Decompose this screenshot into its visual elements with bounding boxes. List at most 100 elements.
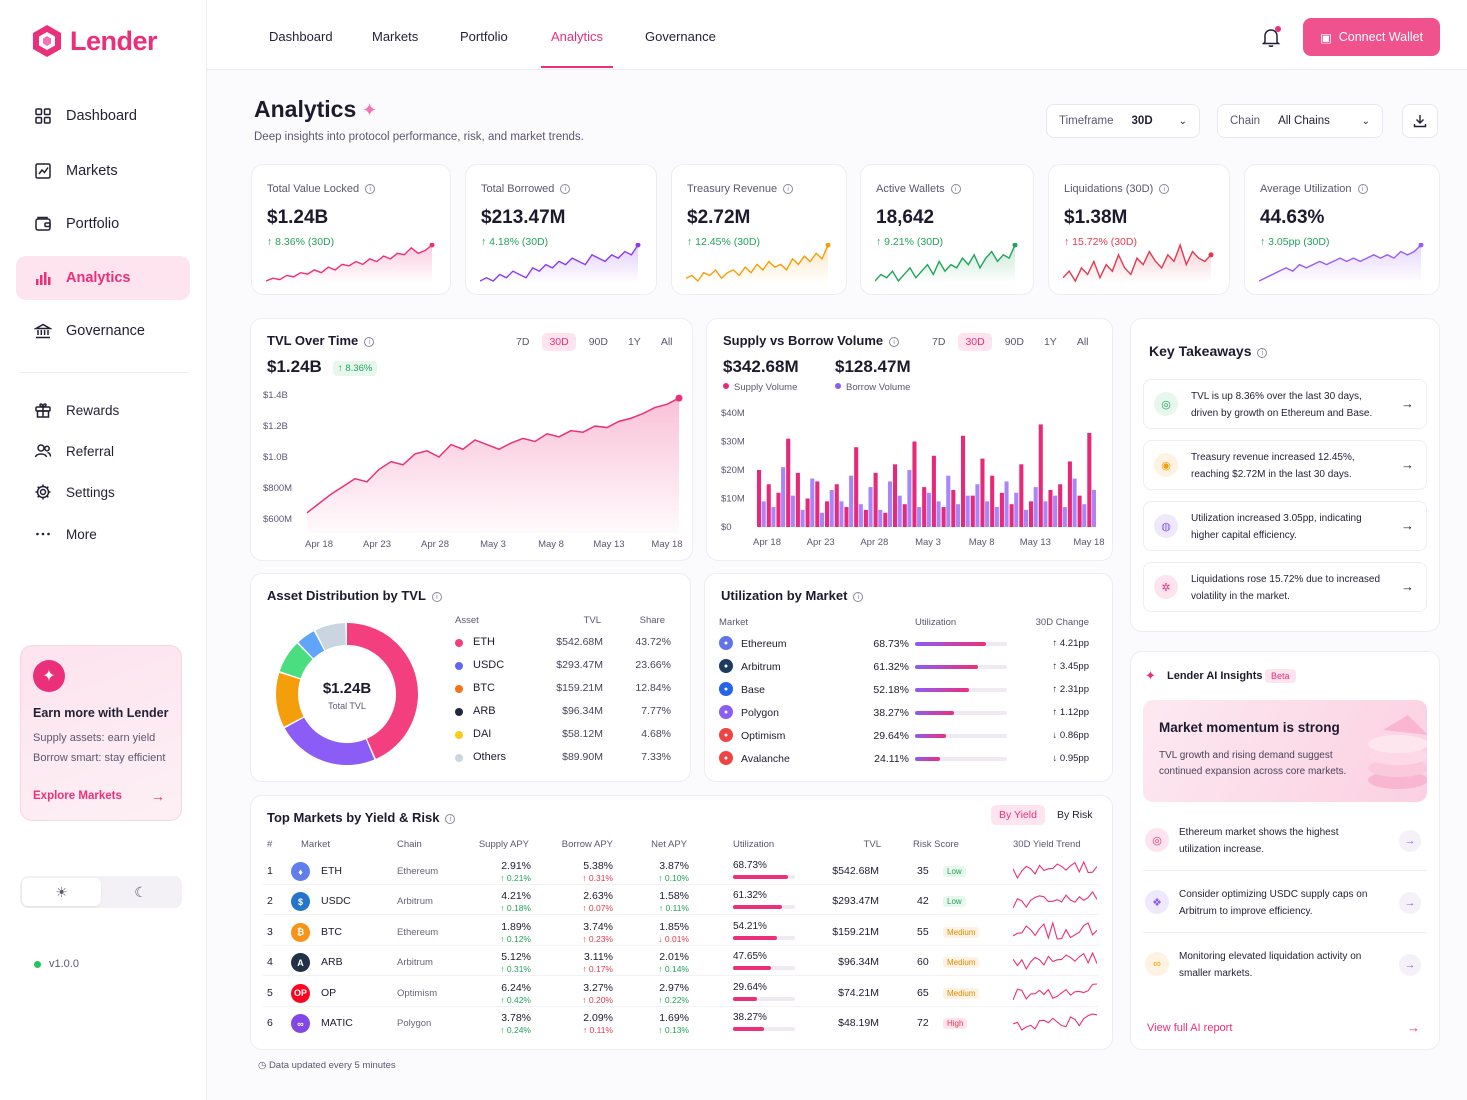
- supply-bar[interactable]: [893, 464, 898, 527]
- borrow-bar[interactable]: [761, 501, 766, 527]
- moon-icon[interactable]: ☾: [134, 883, 147, 900]
- kpi-card[interactable]: Total Value Locked i $1.24B ↑ 8.36% (30D): [251, 164, 451, 295]
- supply-bar[interactable]: [786, 438, 791, 527]
- takeaway-item[interactable]: ◎ TVL is up 8.36% over the last 30 days,…: [1143, 379, 1427, 429]
- arrow-right-icon[interactable]: →: [1401, 396, 1414, 411]
- sidebar-item-analytics[interactable]: Analytics: [16, 256, 190, 300]
- bell-icon[interactable]: [1260, 26, 1282, 48]
- kpi-card[interactable]: Liquidations (30D) i $1.38M ↑ 15.72% (30D…: [1048, 164, 1230, 295]
- col-header[interactable]: Utilization: [733, 839, 775, 850]
- borrow-bar[interactable]: [897, 495, 902, 527]
- arrow-right-icon[interactable]: →: [1399, 830, 1421, 852]
- supply-bar[interactable]: [970, 495, 975, 527]
- tvl-endpoint[interactable]: [675, 394, 683, 402]
- arrow-right-icon[interactable]: →: [1401, 457, 1414, 472]
- sidebar-item-markets[interactable]: Markets: [16, 149, 190, 193]
- info-icon[interactable]: i: [950, 184, 961, 194]
- supply-bar[interactable]: [931, 455, 936, 527]
- info-icon[interactable]: i: [431, 592, 442, 602]
- borrow-bar[interactable]: [858, 504, 863, 527]
- info-icon[interactable]: i: [1159, 184, 1170, 194]
- info-icon[interactable]: i: [445, 814, 456, 824]
- borrow-bar[interactable]: [1014, 492, 1019, 527]
- sidebar-item-referral[interactable]: Referral: [16, 433, 190, 469]
- supply-bar[interactable]: [1048, 489, 1053, 527]
- borrow-bar[interactable]: [790, 495, 795, 527]
- kpi-card[interactable]: Active Wallets i 18,642 ↑ 9.21% (30D): [860, 164, 1034, 295]
- sort-by-risk[interactable]: By Risk: [1056, 809, 1093, 821]
- col-header[interactable]: Net APY: [651, 839, 687, 850]
- supply-bar[interactable]: [1067, 461, 1072, 527]
- range-7d[interactable]: 7D: [516, 336, 530, 348]
- borrow-bar[interactable]: [800, 509, 805, 527]
- col-header[interactable]: Market: [301, 839, 331, 850]
- supply-bar[interactable]: [1058, 484, 1063, 527]
- borrow-bar[interactable]: [936, 501, 941, 527]
- kpi-card[interactable]: Average Utilization i 44.63% ↑ 3.05pp (30…: [1244, 164, 1440, 295]
- donut-slice[interactable]: [298, 631, 325, 659]
- supply-bar[interactable]: [805, 498, 810, 528]
- supply-bar[interactable]: [863, 509, 868, 527]
- supply-bar[interactable]: [999, 492, 1004, 527]
- arrow-right-icon[interactable]: →: [151, 788, 165, 804]
- supply-bar[interactable]: [776, 492, 781, 527]
- col-header[interactable]: Borrow APY: [561, 839, 613, 850]
- borrow-bar[interactable]: [1082, 504, 1087, 527]
- info-icon[interactable]: i: [365, 184, 376, 194]
- takeaway-item[interactable]: ◍ Utilization increased 3.05pp, indicati…: [1143, 501, 1427, 551]
- range-1y[interactable]: 1Y: [627, 336, 641, 348]
- arrow-right-icon[interactable]: →: [1407, 1020, 1420, 1035]
- arrow-right-icon[interactable]: →: [1401, 579, 1414, 594]
- borrow-bar[interactable]: [887, 481, 893, 527]
- sidebar-item-portfolio[interactable]: Portfolio: [16, 202, 190, 246]
- range-90d[interactable]: 90D: [588, 336, 608, 348]
- donut-slice[interactable]: [284, 717, 375, 765]
- borrow-bar[interactable]: [1004, 481, 1009, 527]
- supply-bar[interactable]: [922, 487, 927, 527]
- supply-bar[interactable]: [961, 435, 966, 527]
- borrow-bar[interactable]: [868, 487, 873, 527]
- borrow-bar[interactable]: [994, 507, 999, 527]
- sort-by-yield[interactable]: By Yield: [991, 805, 1045, 825]
- kpi-card[interactable]: Total Borrowed i $213.47M ↑ 4.18% (30D): [465, 164, 657, 295]
- tab-dashboard[interactable]: Dashboard: [269, 29, 333, 44]
- borrow-bar[interactable]: [1091, 489, 1097, 527]
- borrow-bar[interactable]: [1072, 478, 1077, 527]
- sidebar-item-settings[interactable]: Settings: [16, 474, 190, 510]
- tab-markets[interactable]: Markets: [372, 29, 419, 44]
- supply-bar[interactable]: [1077, 495, 1082, 527]
- range-all[interactable]: All: [1076, 336, 1089, 348]
- range-all[interactable]: All: [660, 336, 673, 348]
- supply-bar[interactable]: [941, 507, 946, 527]
- col-header[interactable]: #: [267, 839, 273, 850]
- supply-bar[interactable]: [1019, 464, 1024, 527]
- borrow-bar[interactable]: [985, 501, 990, 527]
- sidebar-item-rewards[interactable]: Rewards: [16, 392, 190, 428]
- borrow-bar[interactable]: [1043, 501, 1048, 527]
- supply-bar[interactable]: [854, 447, 859, 527]
- borrow-bar[interactable]: [819, 512, 825, 527]
- borrow-bar[interactable]: [781, 467, 786, 527]
- supply-bar[interactable]: [1038, 424, 1043, 527]
- borrow-bar[interactable]: [907, 470, 912, 527]
- borrow-bar[interactable]: [849, 475, 854, 527]
- supply-bar[interactable]: [902, 504, 907, 527]
- borrow-bar[interactable]: [1033, 487, 1038, 527]
- arrow-right-icon[interactable]: →: [1399, 954, 1421, 976]
- borrow-bar[interactable]: [926, 492, 931, 527]
- supply-bar[interactable]: [1029, 501, 1034, 527]
- borrow-bar[interactable]: [878, 509, 883, 527]
- borrow-bar[interactable]: [1053, 495, 1058, 527]
- supply-bar[interactable]: [815, 481, 820, 527]
- explore-markets-link[interactable]: Explore Markets: [33, 790, 122, 802]
- donut-slice[interactable]: [276, 672, 304, 727]
- supply-bar[interactable]: [795, 472, 800, 527]
- timeframe-select[interactable]: Timeframe 30D ⌄: [1046, 104, 1200, 138]
- borrow-bar[interactable]: [839, 501, 844, 527]
- col-header[interactable]: Risk Score: [913, 839, 959, 850]
- borrow-bar[interactable]: [946, 475, 951, 527]
- tab-governance[interactable]: Governance: [645, 29, 716, 44]
- supply-bar[interactable]: [1009, 504, 1014, 527]
- info-icon[interactable]: i: [1257, 348, 1268, 358]
- arrow-right-icon[interactable]: →: [1399, 892, 1421, 914]
